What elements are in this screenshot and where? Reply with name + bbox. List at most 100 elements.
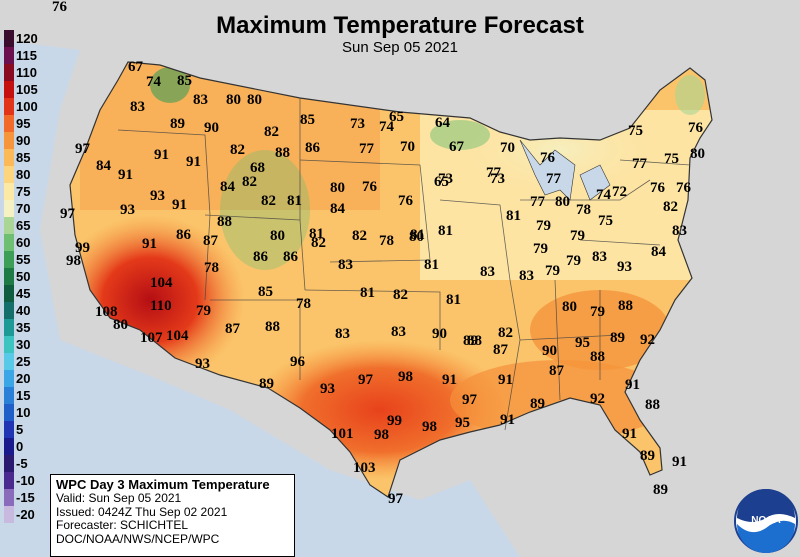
temperature-label: 76 <box>676 180 691 196</box>
legend-entry: -10 <box>2 472 48 489</box>
legend-entry: 80 <box>2 166 48 183</box>
legend-swatch <box>4 234 14 251</box>
temperature-label: 75 <box>664 151 679 167</box>
legend-label: 80 <box>16 167 31 182</box>
temperature-label: 82 <box>393 287 408 303</box>
legend-swatch <box>4 336 14 353</box>
legend-swatch <box>4 47 14 64</box>
legend-label: 5 <box>16 422 24 437</box>
temperature-label: 82 <box>261 193 276 209</box>
temperature-label: 82 <box>663 199 678 215</box>
legend-label: 95 <box>16 116 31 131</box>
temperature-label: 93 <box>617 259 632 275</box>
temperature-label: 81 <box>506 208 521 224</box>
temperature-label: 80 <box>562 299 577 315</box>
noaa-logo: NOAA <box>734 489 798 553</box>
temperature-label: 97 <box>462 392 477 408</box>
temperature-label: 77 <box>530 194 545 210</box>
legend-swatch <box>4 387 14 404</box>
temperature-label: 75 <box>628 123 643 139</box>
temperature-label: 83 <box>672 223 687 239</box>
temperature-label: 91 <box>442 372 457 388</box>
temperature-label: 84 <box>220 179 235 195</box>
legend-label: 25 <box>16 354 31 369</box>
legend-swatch <box>4 98 14 115</box>
temperature-label: 83 <box>480 264 495 280</box>
temperature-label: 97 <box>75 141 90 157</box>
temperature-label: 67 <box>449 139 464 155</box>
legend-swatch <box>4 421 14 438</box>
temperature-label: 70 <box>500 140 515 156</box>
temperature-label: 80 <box>409 229 424 245</box>
legend-label: 70 <box>16 201 31 216</box>
legend-swatch <box>4 472 14 489</box>
temperature-label: 86 <box>176 227 191 243</box>
temperature-label: 80 <box>226 92 241 108</box>
legend-swatch <box>4 81 14 98</box>
temperature-label: 86 <box>283 249 298 265</box>
legend-swatch <box>4 30 14 47</box>
temperature-label: 82 <box>498 325 513 341</box>
temperature-label: 79 <box>196 303 211 319</box>
temperature-label: 82 <box>311 235 326 251</box>
temperature-label: 83 <box>130 99 145 115</box>
legend-label: 50 <box>16 269 31 284</box>
temperature-label: 89 <box>653 482 668 498</box>
temperature-label: 90 <box>204 120 219 136</box>
temperature-label: 73 <box>438 171 453 187</box>
temperature-label: 88 <box>275 145 290 161</box>
temperature-label: 89 <box>259 376 274 392</box>
temperature-label: 81 <box>410 227 425 243</box>
temperature-label: 80 <box>555 194 570 210</box>
info-issued: Issued: 0424Z Thu Sep 02 2021 <box>56 504 228 519</box>
legend-entry: 5 <box>2 421 48 438</box>
temperature-label: 78 <box>296 296 311 312</box>
temperature-label: 76 <box>398 193 413 209</box>
temperature-label: 98 <box>422 419 437 435</box>
temperature-label: 80 <box>247 92 262 108</box>
legend-swatch <box>4 200 14 217</box>
temperature-label: 110 <box>150 298 172 314</box>
legend-swatch <box>4 404 14 421</box>
legend-entry: 65 <box>2 217 48 234</box>
temperature-label: 77 <box>546 171 561 187</box>
temperature-label: 79 <box>533 241 548 257</box>
legend-entry: 100 <box>2 98 48 115</box>
legend-label: 35 <box>16 320 31 335</box>
legend-swatch <box>4 115 14 132</box>
legend-entry: 40 <box>2 302 48 319</box>
legend-entry: 90 <box>2 132 48 149</box>
temperature-label: 85 <box>300 112 315 128</box>
legend-swatch <box>4 268 14 285</box>
temperature-label: 89 <box>170 116 185 132</box>
temperature-label: 99 <box>75 240 90 256</box>
legend-entry: -20 <box>2 506 48 523</box>
temperature-label: 87 <box>225 321 240 337</box>
temperature-label: 65 <box>389 109 404 125</box>
temperature-label: 107 <box>140 330 163 346</box>
temperature-label: 83 <box>519 268 534 284</box>
legend-swatch <box>4 217 14 234</box>
temperature-label: 75 <box>598 213 613 229</box>
temperature-label: 87 <box>493 342 508 358</box>
temperature-label: 87 <box>203 233 218 249</box>
legend-swatch <box>4 319 14 336</box>
legend-entry: 50 <box>2 268 48 285</box>
temperature-label: 86 <box>305 140 320 156</box>
temperature-label: 93 <box>320 381 335 397</box>
map-title: Maximum Temperature Forecast <box>216 12 584 39</box>
temperature-label: 97 <box>60 206 75 222</box>
legend-label: 65 <box>16 218 31 233</box>
temperature-label: 81 <box>309 226 324 242</box>
legend-swatch <box>4 302 14 319</box>
legend-label: 15 <box>16 388 31 403</box>
temperature-label: 91 <box>625 377 640 393</box>
temperature-label: 74 <box>379 119 394 135</box>
temperature-label: 89 <box>640 448 655 464</box>
temperature-label: 77 <box>632 156 647 172</box>
temperature-label: 65 <box>434 174 449 190</box>
legend-entry: 15 <box>2 387 48 404</box>
temperature-label: 93 <box>195 356 210 372</box>
temperature-label: 104 <box>150 275 173 291</box>
